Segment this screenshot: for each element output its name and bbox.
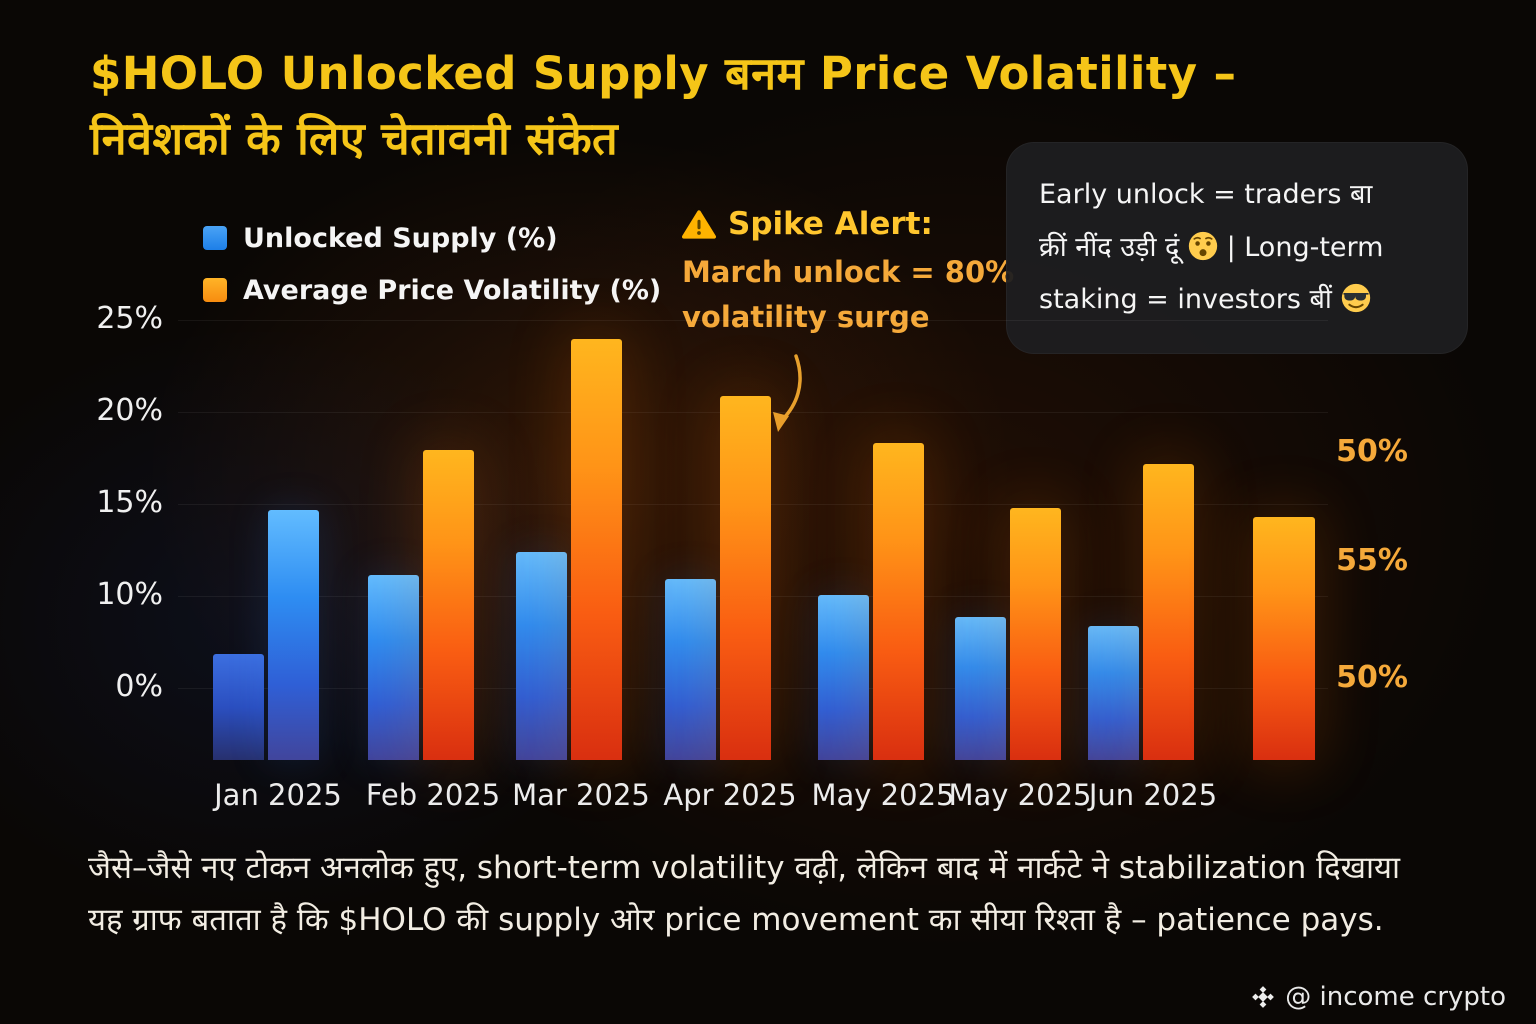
spike-alert-line-2: volatility surge <box>682 299 930 334</box>
callout-line-3: staking = investors बीं <box>1039 284 1332 316</box>
legend-item-unlocked-supply: Unlocked Supply (%) <box>203 212 661 264</box>
gridline <box>178 320 1328 321</box>
caption-line-1: जैसे–जैसे नए टोकन अनलोक हुए, short-term … <box>88 850 1401 886</box>
spike-alert: Spike Alert: March unlock = 80% volatili… <box>682 206 1014 340</box>
callout-line-2: क्रीं नींद उड़ी दूं <box>1039 231 1180 263</box>
bar-unlocked-supply <box>665 579 716 760</box>
footer-handle: @ income crypto <box>1285 982 1506 1012</box>
x-axis-label: Apr 2025 <box>663 778 797 812</box>
right-axis-label: 55% <box>1336 543 1408 578</box>
y-axis-tick: 25% <box>96 301 163 336</box>
right-axis-label: 50% <box>1336 660 1408 695</box>
callout-box: Early unlock = traders बा क्रीं नींद उड़… <box>1006 142 1468 354</box>
bar-price-volatility <box>268 510 319 760</box>
caption-line-2: यह ग्राफ बताता है कि $HOLO की supply ओर … <box>88 902 1384 939</box>
x-axis-label: May 2025 <box>948 778 1092 812</box>
y-axis-tick: 20% <box>96 393 163 428</box>
bar-price-volatility <box>1253 517 1315 760</box>
title-line-1: $HOLO Unlocked Supply बनम Price Volatili… <box>90 47 1237 100</box>
x-axis-label: Jan 2025 <box>214 778 342 812</box>
right-axis-label: 50% <box>1336 434 1408 469</box>
bar-price-volatility <box>873 443 924 760</box>
title-line-2: निवेशकों के लिए चेतावनी संकेत <box>90 111 619 165</box>
bar-price-volatility <box>571 339 622 760</box>
spike-alert-line-1: March unlock = 80% <box>682 255 1015 289</box>
sunglasses-face-emoji <box>1341 284 1370 313</box>
page-title: $HOLO Unlocked Supply बनम Price Volatili… <box>90 42 1236 172</box>
spike-alert-title: Spike Alert: <box>682 206 1014 242</box>
legend-item-price-volatility: Average Price Volatility (%) <box>203 264 661 316</box>
callout-line-1: Early unlock = traders बा <box>1039 179 1373 210</box>
binance-diamond-icon <box>1252 986 1275 1008</box>
bar-unlocked-supply <box>955 617 1006 760</box>
bar-price-volatility <box>423 450 474 760</box>
x-axis-label: Feb 2025 <box>365 778 501 812</box>
footer-credit: @ income crypto <box>1251 982 1506 1012</box>
callout-line-2b: | Long-term <box>1226 231 1384 263</box>
x-axis-label: Jun 2025 <box>1088 778 1218 812</box>
x-axis-label: Mar 2025 <box>512 778 650 812</box>
y-axis-tick: 15% <box>96 485 163 520</box>
orange-swatch-icon <box>203 278 227 302</box>
hushed-face-emoji <box>1188 231 1218 260</box>
bar-price-volatility <box>1143 464 1194 760</box>
y-axis-tick: 0% <box>115 669 163 704</box>
bar-price-volatility <box>720 396 771 760</box>
bar-unlocked-supply <box>368 575 419 760</box>
bar-price-volatility <box>1010 508 1061 760</box>
bar-unlocked-supply <box>818 595 869 760</box>
legend-label: Average Price Volatility (%) <box>243 274 662 306</box>
legend: Unlocked Supply (%) Average Price Volati… <box>203 212 661 316</box>
bottom-caption: जैसे–जैसे नए टोकन अनलोक हुए, short-term … <box>88 842 1488 946</box>
blue-swatch-icon <box>203 226 227 250</box>
y-axis-tick: 10% <box>96 577 163 612</box>
x-axis-label: May 2025 <box>811 778 955 812</box>
spike-arrow <box>773 354 802 432</box>
spike-alert-title-text: Spike Alert: <box>728 206 933 242</box>
bar-unlocked-supply <box>516 552 567 760</box>
bar-unlocked-supply <box>213 654 264 760</box>
bar-unlocked-supply <box>1088 626 1139 760</box>
legend-label: Unlocked Supply (%) <box>243 222 558 254</box>
warning-icon <box>682 209 716 239</box>
